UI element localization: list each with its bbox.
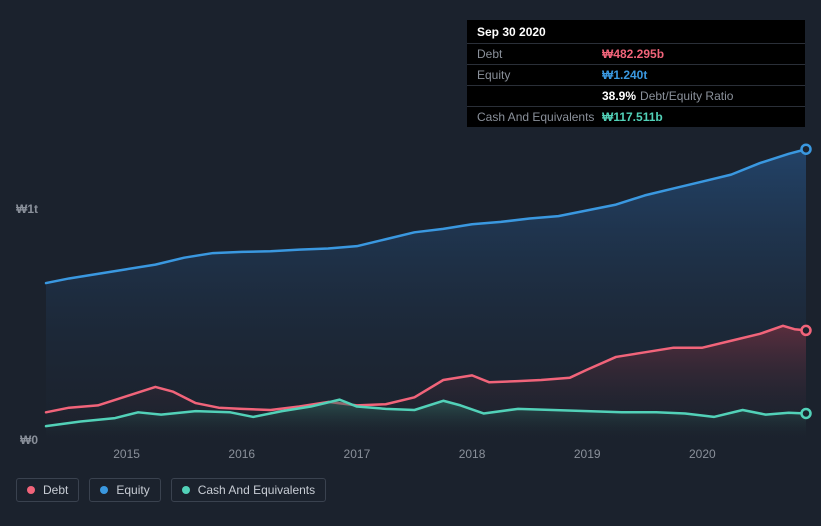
legend-item-debt[interactable]: Debt [16, 478, 79, 502]
legend-swatch [27, 486, 35, 494]
legend-swatch [182, 486, 190, 494]
legend: Debt Equity Cash And Equivalents [16, 478, 326, 502]
svg-text:2015: 2015 [113, 447, 140, 461]
legend-label: Equity [116, 483, 149, 497]
legend-item-equity[interactable]: Equity [89, 478, 160, 502]
svg-text:2020: 2020 [689, 447, 716, 461]
svg-text:2018: 2018 [459, 447, 486, 461]
svg-text:2019: 2019 [574, 447, 601, 461]
svg-text:₩1t: ₩1t [16, 202, 38, 216]
chart-svg: ₩1t ₩0 2015 2016 2017 2018 2019 2020 [0, 0, 821, 526]
legend-swatch [100, 486, 108, 494]
legend-label: Cash And Equivalents [198, 483, 315, 497]
chart-area[interactable]: ₩1t ₩0 2015 2016 2017 2018 2019 2020 [0, 0, 821, 526]
legend-item-cash[interactable]: Cash And Equivalents [171, 478, 326, 502]
svg-text:2017: 2017 [344, 447, 371, 461]
svg-text:₩0: ₩0 [20, 433, 38, 447]
legend-label: Debt [43, 483, 68, 497]
svg-text:2016: 2016 [228, 447, 255, 461]
